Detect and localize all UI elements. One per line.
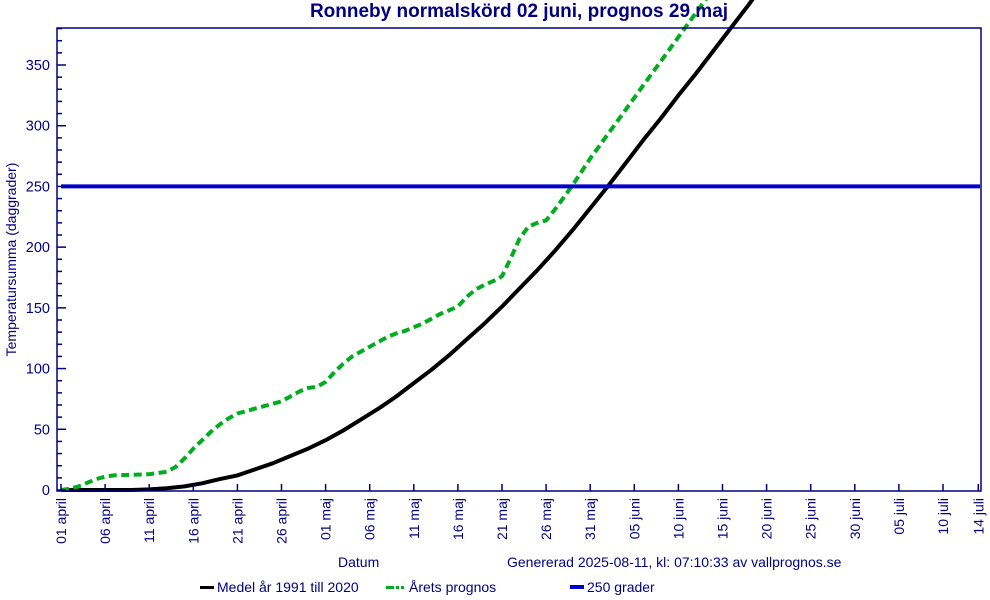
y-tick-label: 200 bbox=[26, 240, 50, 256]
y-tick-label: 300 bbox=[26, 119, 50, 135]
legend-label-mean: Medel år 1991 till 2020 bbox=[217, 579, 359, 595]
x-tick-label: 21 maj bbox=[494, 498, 510, 540]
legend-label-forecast: Årets prognos bbox=[409, 579, 497, 595]
x-tick-label: 10 juli bbox=[935, 498, 951, 535]
x-tick-label: 10 juni bbox=[670, 498, 686, 539]
x-tick-label: 26 april bbox=[274, 498, 290, 544]
chart-title: Ronneby normalskörd 02 juni, prognos 29 … bbox=[309, 1, 729, 22]
x-axis-title: Datum bbox=[338, 554, 380, 570]
x-tick-label: 06 maj bbox=[362, 498, 378, 540]
x-tick-label: 30 juni bbox=[847, 498, 863, 539]
footer-row: Datum Genererad 2025-08-11, kl: 07:10:33… bbox=[0, 554, 990, 572]
forecast-line-swatch-icon bbox=[386, 585, 406, 589]
x-tick-label: 25 juni bbox=[803, 498, 819, 539]
legend-item-forecast: Årets prognos bbox=[386, 579, 496, 595]
legend-item-threshold: 250 grader bbox=[570, 579, 655, 595]
x-tick-label: 31 maj bbox=[582, 498, 598, 540]
y-tick-label: 350 bbox=[26, 58, 50, 74]
x-tick-label: 05 juni bbox=[626, 498, 642, 539]
x-tick-label: 20 juni bbox=[759, 498, 775, 539]
x-tick-label: 21 april bbox=[229, 498, 245, 544]
mean-line-swatch-icon bbox=[200, 585, 214, 589]
y-tick-label: 150 bbox=[26, 301, 50, 317]
y-axis-title: Temperatursumma (daggrader) bbox=[3, 163, 19, 357]
plot-border bbox=[56, 27, 982, 492]
generated-timestamp: Genererad 2025-08-11, kl: 07:10:33 av va… bbox=[507, 554, 842, 570]
y-tick-label: 250 bbox=[26, 179, 50, 195]
x-tick-label: 11 maj bbox=[406, 498, 422, 539]
x-tick-label: 05 juli bbox=[891, 498, 907, 535]
x-tick-label: 14 juli bbox=[970, 498, 986, 535]
y-tick-label: 0 bbox=[42, 483, 50, 499]
x-tick-label: 06 april bbox=[97, 498, 113, 544]
x-tick-label: 16 maj bbox=[450, 498, 466, 540]
x-tick-label: 16 april bbox=[185, 498, 201, 544]
x-tick-label: 01 maj bbox=[318, 498, 334, 540]
threshold-line-swatch-icon bbox=[570, 585, 584, 589]
legend-label-threshold: 250 grader bbox=[587, 579, 655, 595]
legend-item-mean: Medel år 1991 till 2020 bbox=[200, 579, 359, 595]
x-tick-label: 11 april bbox=[141, 498, 157, 543]
x-tick-label: 15 juni bbox=[715, 498, 731, 539]
y-tick-label: 50 bbox=[34, 422, 50, 438]
legend: Medel år 1991 till 2020 Årets prognos 25… bbox=[0, 579, 990, 599]
x-tick-label: 26 maj bbox=[538, 498, 554, 540]
series-line-1 bbox=[60, 0, 708, 492]
x-tick-label: 01 april bbox=[53, 498, 69, 544]
y-tick-label: 100 bbox=[26, 362, 50, 378]
series-line-0 bbox=[61, 0, 755, 492]
